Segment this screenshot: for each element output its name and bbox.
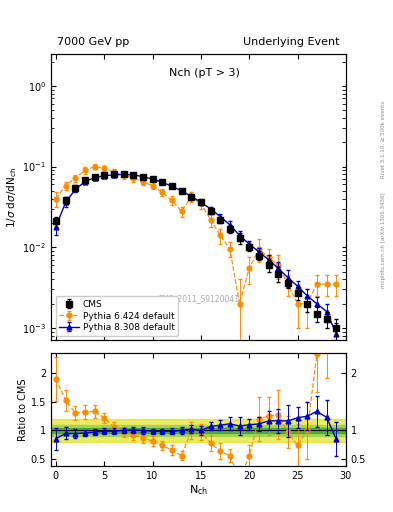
X-axis label: N$_{\mathsf{ch}}$: N$_{\mathsf{ch}}$ xyxy=(189,483,208,497)
Text: mcplots.cern.ch [arXiv:1306.3436]: mcplots.cern.ch [arXiv:1306.3436] xyxy=(381,193,386,288)
Y-axis label: 1/$\sigma$ d$\sigma$/dN$_{\mathsf{ch}}$: 1/$\sigma$ d$\sigma$/dN$_{\mathsf{ch}}$ xyxy=(6,166,20,228)
Text: Nch (pT > 3): Nch (pT > 3) xyxy=(169,68,240,78)
Text: 7000 GeV pp: 7000 GeV pp xyxy=(57,36,129,47)
Legend: CMS, Pythia 6.424 default, Pythia 8.308 default: CMS, Pythia 6.424 default, Pythia 8.308 … xyxy=(55,296,178,336)
Y-axis label: Ratio to CMS: Ratio to CMS xyxy=(18,378,28,441)
Text: Rivet 3.1.10, ≥ 500k events: Rivet 3.1.10, ≥ 500k events xyxy=(381,101,386,178)
Text: Underlying Event: Underlying Event xyxy=(243,36,340,47)
Text: CMS_2011_S9120041: CMS_2011_S9120041 xyxy=(158,294,239,303)
